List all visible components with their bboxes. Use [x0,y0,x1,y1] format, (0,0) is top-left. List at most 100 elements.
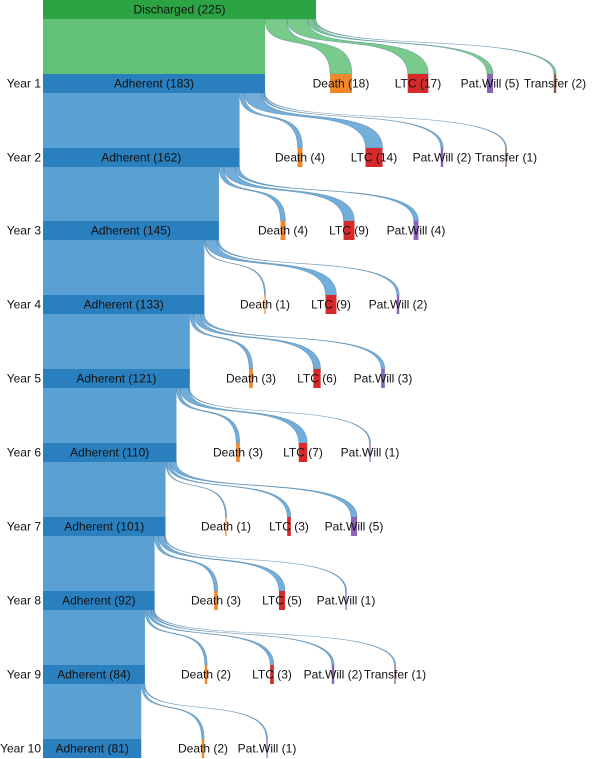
exit-label-transfer: Transfer (2) [524,77,586,91]
exit-node-patwill [381,369,385,388]
adherent-flow [43,610,145,665]
exit-flow-ltc [205,239,337,296]
exit-node-transfer [505,148,507,167]
exit-label-patwill: Pat.Will (1) [317,594,376,608]
exit-label-patwill: Pat.Will (5) [461,77,520,91]
exit-node-transfer [394,665,396,684]
exit-flow-death [189,313,254,370]
exit-flow-death [144,609,208,666]
adherent-flow [43,388,177,443]
exit-flow-death [140,683,205,740]
exit-flow-patwill [261,92,444,149]
exit-label-patwill: Pat.Will (2) [304,668,363,682]
exit-flow-ltc [179,387,308,444]
exit-node-ltc [313,369,321,388]
adherent-flow [43,314,190,369]
exit-label-transfer: Transfer (1) [364,668,426,682]
year-label: Year 1 [7,77,42,91]
root-node-label: Discharged (225) [133,3,225,17]
adherent-node-bar [43,148,240,167]
exit-node-patwill [266,739,268,758]
year-label: Year 7 [7,520,42,534]
year-label: Year 4 [7,298,42,312]
exit-flow-ltc [193,313,321,370]
adherent-flow [43,536,155,591]
exit-label-patwill: Pat.Will (4) [387,224,446,238]
adherent-node-bar [43,739,142,758]
exit-label-ltc: LTC (3) [269,520,309,534]
exit-node-patwill [396,295,400,314]
exit-label-death: Death (4) [275,151,325,165]
exit-label-death: Death (1) [201,520,251,534]
exit-label-patwill: Pat.Will (1) [341,446,400,460]
exit-label-ltc: LTC (5) [262,594,302,608]
exit-flow-death [218,166,286,222]
exit-label-patwill: Pat.Will (5) [325,520,384,534]
exit-node-death [249,369,253,388]
adherent-node-label: Adherent (183) [114,77,194,91]
adherent-node-label: Adherent (92) [62,594,135,608]
exit-node-ltc [298,443,308,462]
exit-flow-transfer [263,92,507,149]
exit-label-death: Death (3) [226,372,276,386]
exit-node-patwill [331,665,335,684]
exit-node-death [204,665,208,684]
year-label: Year 2 [7,151,42,165]
year-label: Year 3 [7,224,42,238]
exit-label-death: Death (2) [181,668,231,682]
exit-flow-death [165,461,227,518]
exit-label-transfer: Transfer (1) [475,151,537,165]
exit-label-ltc: LTC (6) [297,372,337,386]
year-label: Year 10 [0,742,41,756]
exit-flow-death [176,387,241,444]
exit-label-patwill: Pat.Will (3) [354,372,413,386]
exit-node-death [297,148,303,167]
exit-node-ltc [365,148,383,167]
exit-label-ltc: LTC (7) [283,446,323,460]
exit-node-ltc [287,517,291,536]
adherent-node-label: Adherent (145) [91,224,171,238]
adherent-node-bar [43,517,166,536]
exit-flow-patwill [188,387,371,444]
adherent-flow [43,167,219,221]
exit-label-death: Death (18) [313,77,370,91]
exit-node-patwill [350,517,358,536]
exit-node-patwill [440,148,444,167]
exit-flow-patwill [216,239,400,296]
exit-flow-patwill [150,609,335,666]
exit-flow-death [154,535,219,592]
exit-flow-death [264,18,353,75]
adherent-node-label: Adherent (121) [76,372,156,386]
exit-label-ltc: LTC (14) [351,151,397,165]
exit-node-patwill [369,443,371,462]
node-bars [43,0,557,758]
exit-node-death [280,221,286,240]
exit-node-death [264,295,266,314]
exit-label-ltc: LTC (9) [311,298,351,312]
adherent-node-label: Adherent (162) [101,151,181,165]
exit-node-death [236,443,240,462]
adherent-node-bar [43,443,177,462]
exit-node-ltc [270,665,274,684]
exit-flow-patwill [200,313,386,370]
exit-flow-death [239,92,303,149]
exit-flow-patwill [170,461,358,518]
year-label: Year 5 [7,372,42,386]
exit-flow-ltc [286,18,429,75]
exit-node-patwill [413,221,419,240]
exit-node-ltc [325,295,337,314]
adherent-flow [43,93,240,148]
exit-node-death [214,591,218,610]
exit-label-ltc: LTC (17) [395,77,441,91]
exit-node-patwill [345,591,347,610]
adherent-flow [43,240,205,295]
adherent-node-label: Adherent (84) [57,668,130,682]
exit-label-patwill: Pat.Will (1) [238,742,297,756]
flow-links [43,18,557,740]
adherent-node-bar [43,665,145,684]
adherent-node-label: Adherent (133) [84,298,164,312]
exit-flow-patwill [234,166,419,222]
exit-node-death [225,517,227,536]
exit-flow-ltc [157,535,286,592]
